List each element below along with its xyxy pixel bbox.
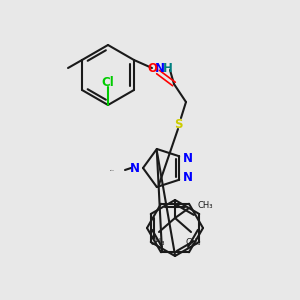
Text: CH₃: CH₃ — [185, 238, 201, 247]
Text: N: N — [130, 161, 140, 175]
Text: N: N — [155, 61, 165, 74]
Text: S: S — [174, 118, 182, 130]
Text: Cl: Cl — [102, 76, 114, 88]
Text: O: O — [147, 61, 157, 74]
Text: CH₃: CH₃ — [149, 238, 165, 247]
Text: methyl: methyl — [110, 169, 114, 171]
Text: N: N — [183, 171, 193, 184]
Text: CH₃: CH₃ — [197, 202, 212, 211]
Text: H: H — [163, 61, 173, 74]
Text: N: N — [183, 152, 193, 165]
